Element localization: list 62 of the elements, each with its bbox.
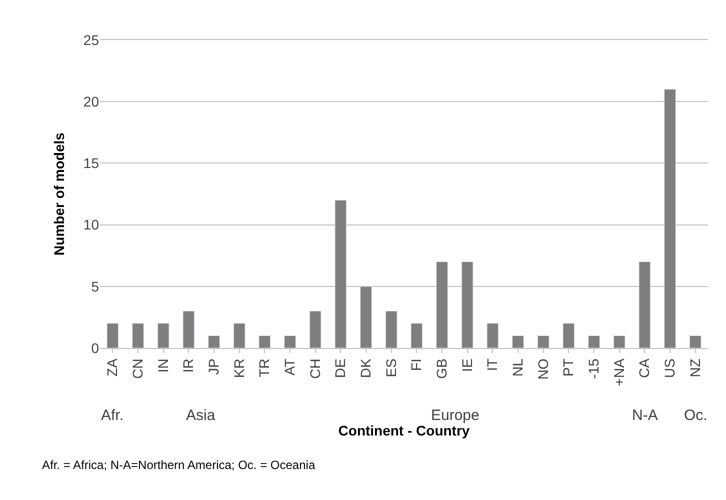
- x-tick-label: KR: [230, 358, 247, 378]
- bar: [284, 335, 296, 348]
- bar: [208, 335, 220, 348]
- x-tick-label: -15: [586, 358, 602, 379]
- x-tick-label: CH: [306, 358, 323, 379]
- bar: [613, 335, 626, 348]
- x-tick-label: FI: [408, 358, 424, 372]
- x-tick-label: +NA: [610, 358, 627, 386]
- x-tick-label: ZA: [104, 358, 120, 376]
- y-tick-label: 15: [83, 155, 100, 172]
- bar: [309, 310, 322, 348]
- x-tick-label: CN: [130, 358, 146, 379]
- bar: [106, 323, 119, 348]
- x-tick-label: NZ: [686, 358, 703, 378]
- y-tick-label: 25: [83, 32, 100, 48]
- bar: [132, 323, 144, 348]
- bar: [410, 323, 423, 348]
- bar: [689, 335, 702, 348]
- text: Afr. = Africa; N-A=Northern America; Oc. = Oceania: [42, 458, 316, 472]
- bar: [233, 323, 246, 348]
- x-tick-label: AT: [282, 358, 298, 376]
- text: Europe: [431, 407, 480, 424]
- x-tick-label: NL: [510, 358, 526, 377]
- bar: [512, 335, 524, 348]
- y-tick-label: 5: [91, 278, 100, 294]
- bar: [537, 335, 550, 348]
- bar: [182, 310, 195, 348]
- text: Afr.: [101, 407, 124, 424]
- x-tick-label: IT: [484, 358, 500, 372]
- bar: [461, 262, 474, 348]
- bar: [638, 262, 651, 348]
- bar: [334, 200, 347, 348]
- bar: [385, 310, 398, 348]
- x-tick-label: ES: [382, 358, 399, 378]
- x-tick-label: NO: [534, 358, 551, 380]
- bar: [664, 89, 676, 348]
- x-tick-label: IE: [458, 358, 475, 372]
- x-tick-label: IR: [180, 358, 196, 373]
- x-tick-label: DK: [358, 358, 374, 378]
- bar: [486, 323, 499, 348]
- bar: [588, 335, 600, 348]
- bar: [360, 286, 372, 348]
- x-tick-label: PT: [560, 358, 576, 376]
- x-tick-label: CA: [636, 358, 652, 378]
- x-tick-label: IN: [154, 358, 171, 373]
- bar: [436, 262, 448, 348]
- bar: [258, 335, 271, 348]
- bar: [562, 323, 575, 348]
- y-tick-label: 0: [91, 340, 100, 356]
- x-tick-label: GB: [434, 358, 450, 379]
- x-tick-label: JP: [206, 358, 222, 375]
- y-axis-title: Number of models: [51, 132, 68, 256]
- bar: [157, 323, 170, 348]
- text: Oc.: [684, 407, 708, 424]
- y-tick-label: 20: [83, 94, 100, 110]
- x-tick-label: US: [662, 358, 678, 378]
- x-tick-label: TR: [256, 358, 272, 378]
- x-axis-title: Continent - Country: [338, 422, 470, 439]
- y-tick-label: 10: [83, 216, 100, 233]
- x-tick-label: DE: [332, 358, 348, 378]
- text: Asia: [186, 407, 216, 424]
- text: N-A: [632, 407, 658, 424]
